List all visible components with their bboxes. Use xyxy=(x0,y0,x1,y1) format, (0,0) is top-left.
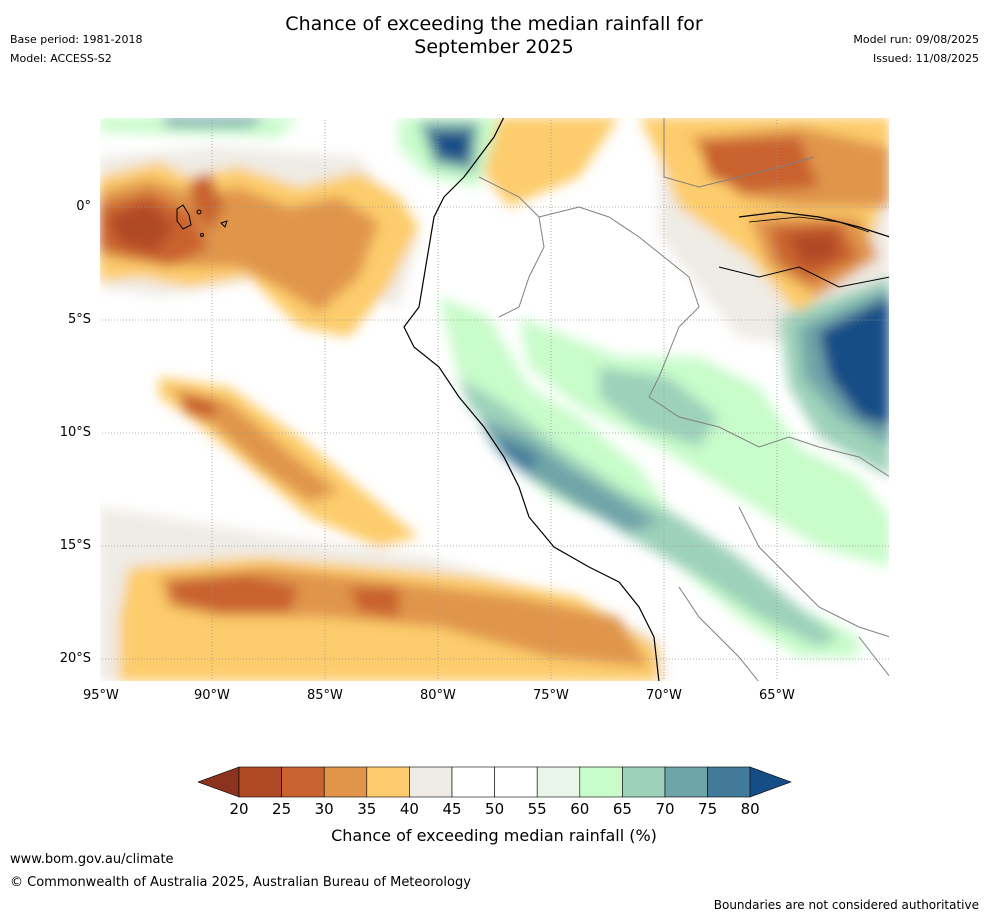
colorbar-swatch xyxy=(451,766,495,798)
colorbar-swatch xyxy=(707,766,751,798)
model-run: Model run: 09/08/2025 xyxy=(853,33,979,46)
colorbar-ticks: 20 25 30 35 40 45 50 55 60 65 70 75 80 xyxy=(0,800,988,820)
rainfall-map xyxy=(99,117,890,682)
colorbar-tick-label: 25 xyxy=(272,800,292,818)
base-period: Base period: 1981-2018 xyxy=(10,33,143,46)
lon-label-70w: 70°W xyxy=(646,688,682,703)
colorbar-swatch xyxy=(664,766,708,798)
colorbar-tick-label: 70 xyxy=(655,800,675,818)
map-graticule xyxy=(99,117,890,682)
disclaimer-text: Boundaries are not considered authoritat… xyxy=(713,898,979,912)
title-line-2: September 2025 xyxy=(414,36,574,58)
colorbar-high-extend xyxy=(749,766,792,798)
colorbar-swatches xyxy=(238,766,751,798)
colorbar-tick-label: 60 xyxy=(570,800,590,818)
colorbar-tick-label: 20 xyxy=(229,800,249,818)
colorbar-tick-label: 30 xyxy=(314,800,334,818)
rainfall-field xyxy=(99,117,890,682)
copyright-text: © Commonwealth of Australia 2025, Austra… xyxy=(10,875,471,890)
lon-label-85w: 85°W xyxy=(307,688,343,703)
colorbar-swatch xyxy=(409,766,453,798)
lon-label-80w: 80°W xyxy=(420,688,456,703)
lon-label-95w: 95°W xyxy=(83,688,119,703)
title-line-1: Chance of exceeding the median rainfall … xyxy=(285,13,703,35)
colorbar-swatch xyxy=(366,766,410,798)
lat-label-5s: 5°S xyxy=(67,312,91,327)
colorbar-tick-label: 80 xyxy=(740,800,760,818)
colorbar-swatch xyxy=(494,766,538,798)
country-borders xyxy=(478,117,890,682)
lon-label-90w: 90°W xyxy=(194,688,230,703)
colorbar xyxy=(198,766,792,798)
colorbar-tick-label: 65 xyxy=(612,800,632,818)
colorbar-tick-label: 50 xyxy=(485,800,505,818)
colorbar-swatch xyxy=(536,766,581,798)
colorbar-tick-label: 55 xyxy=(527,800,547,818)
colorbar-low-extend xyxy=(198,766,240,798)
colorbar-swatch xyxy=(323,766,368,798)
colorbar-label: Chance of exceeding median rainfall (%) xyxy=(331,826,657,845)
colorbar-tick-label: 40 xyxy=(399,800,419,818)
colorbar-tick-label: 45 xyxy=(442,800,462,818)
colorbar-swatch xyxy=(579,766,623,798)
lat-label-10s: 10°S xyxy=(59,425,91,440)
issued-date: Issued: 11/08/2025 xyxy=(872,52,979,65)
lon-label-75w: 75°W xyxy=(533,688,569,703)
model-name: Model: ACCESS-S2 xyxy=(10,52,112,65)
map-title: Chance of exceeding the median rainfall … xyxy=(0,13,988,59)
galapagos-islands xyxy=(176,204,228,237)
website-link[interactable]: www.bom.gov.au/climate xyxy=(10,852,174,867)
colorbar-swatch xyxy=(238,766,282,798)
lon-label-65w: 65°W xyxy=(759,688,795,703)
lat-label-15s: 15°S xyxy=(59,538,91,553)
colorbar-swatch xyxy=(281,766,325,798)
colorbar-tick-label: 75 xyxy=(698,800,718,818)
colorbar-tick-label: 35 xyxy=(357,800,377,818)
lat-label-20s: 20°S xyxy=(59,651,91,666)
colorbar-swatch xyxy=(622,766,666,798)
lat-label-0: 0° xyxy=(76,199,91,214)
coastline xyxy=(403,117,660,682)
